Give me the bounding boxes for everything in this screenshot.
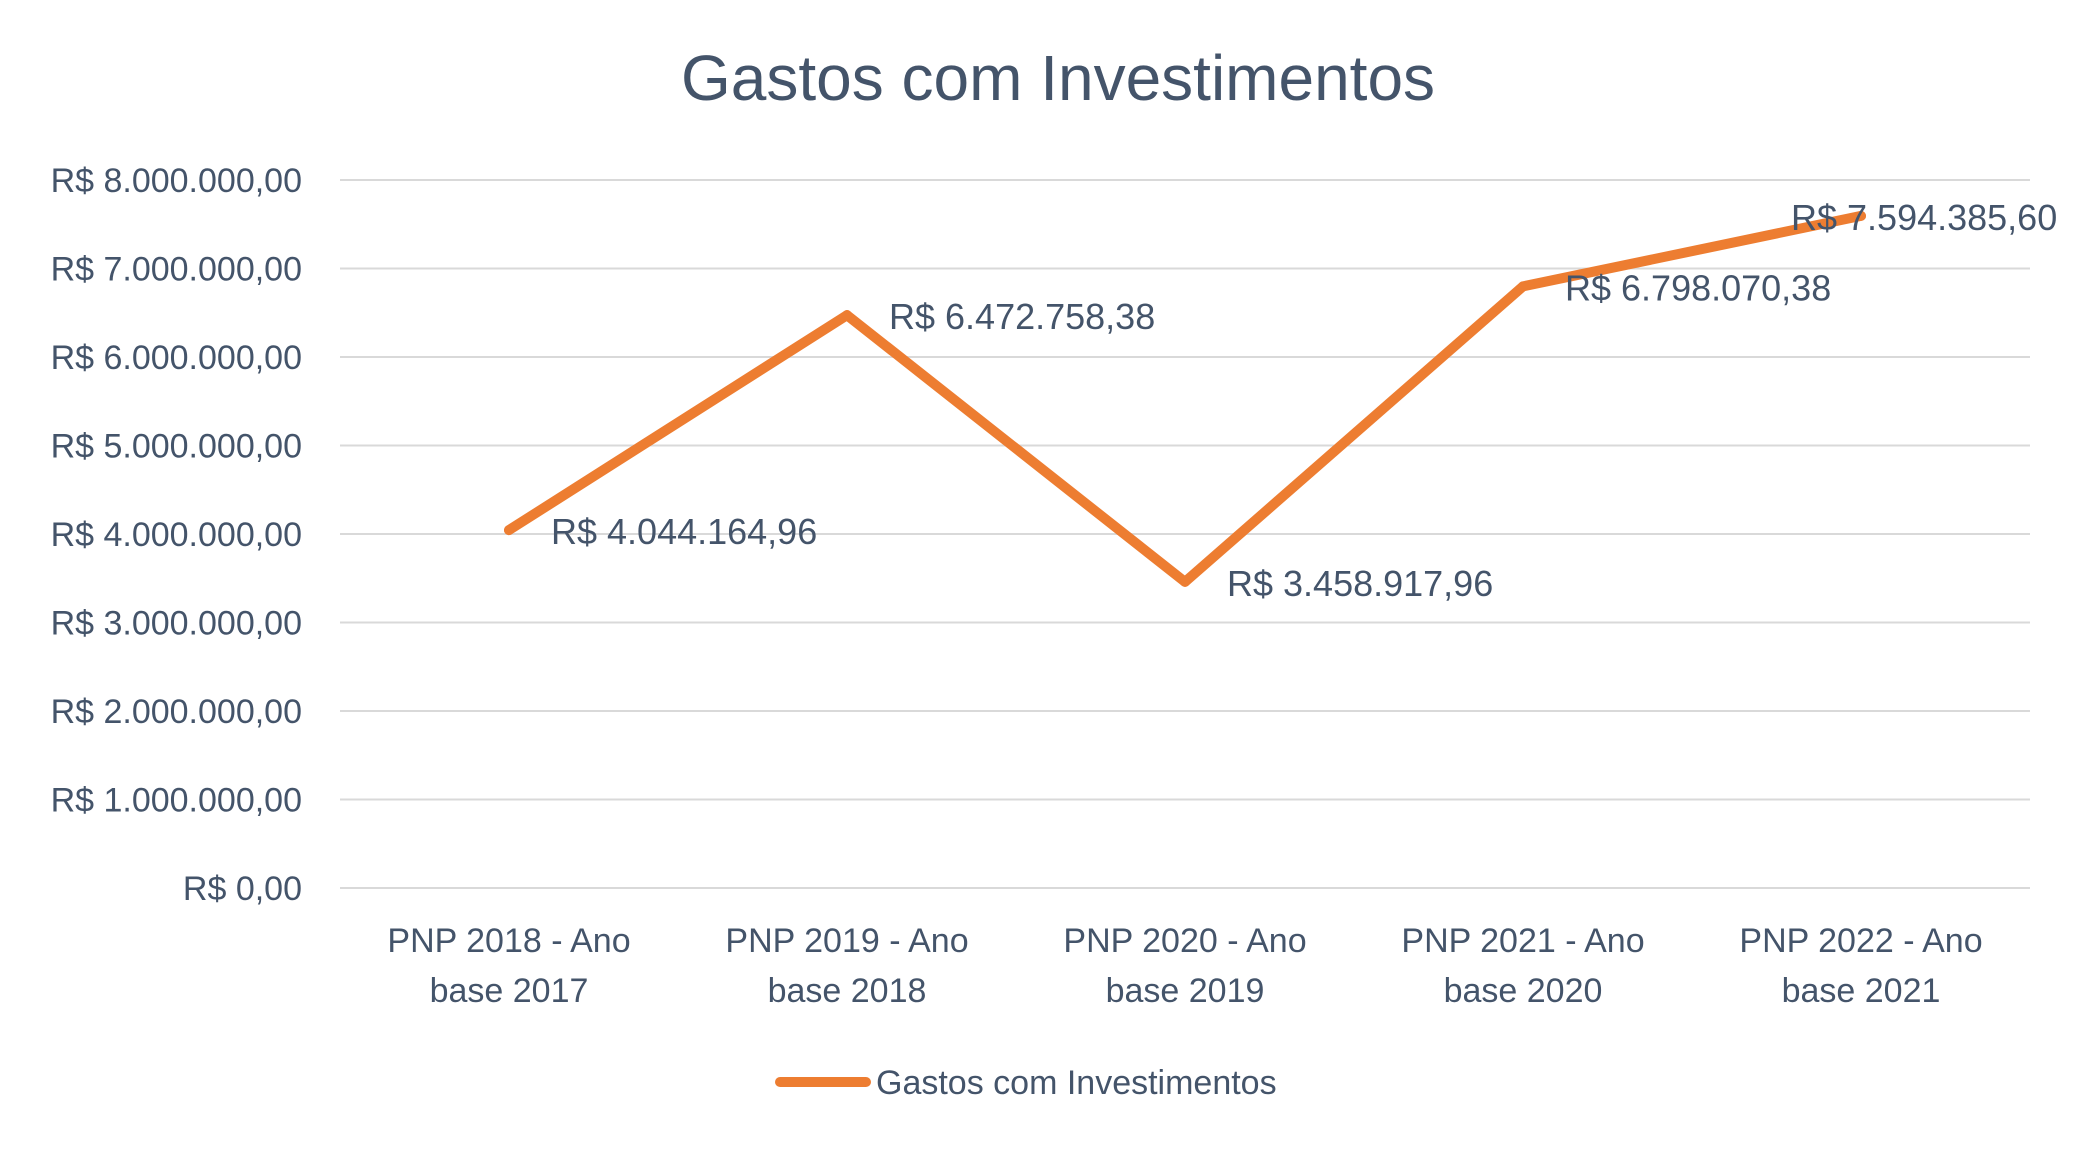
data-point xyxy=(1518,281,1528,292)
data-label: R$ 6.472.758,38 xyxy=(889,296,1155,337)
y-tick-label: R$ 4.000.000,00 xyxy=(51,516,302,554)
y-axis-tick-labels: R$ 0,00 R$ 1.000.000,00 R$ 2.000.000,00 R$ … xyxy=(51,162,302,908)
data-point xyxy=(1856,210,1866,221)
y-tick-label: R$ 6.000.000,00 xyxy=(51,339,302,377)
data-labels: R$ 4.044.164,96 R$ 6.472.758,38 R$ 3.458.9… xyxy=(551,197,2057,604)
y-tick-label: R$ 3.000.000,00 xyxy=(51,605,302,643)
x-tick-label-line: base 2017 xyxy=(430,972,589,1010)
x-tick-label-line: PNP 2021 - Ano xyxy=(1401,922,1644,960)
x-tick-label: PNP 2020 - Ano base 2019 xyxy=(1063,922,1306,1010)
y-tick-label: R$ 7.000.000,00 xyxy=(51,251,302,289)
x-tick-label-line: base 2020 xyxy=(1444,972,1603,1010)
y-tick-label: R$ 0,00 xyxy=(183,870,302,908)
x-tick-label: PNP 2019 - Ano base 2018 xyxy=(725,922,968,1010)
y-tick-label: R$ 1.000.000,00 xyxy=(51,782,302,820)
legend-label: Gastos com Investimentos xyxy=(876,1064,1277,1102)
chart-title: Gastos com Investimentos xyxy=(681,42,1435,114)
y-tick-label: R$ 5.000.000,00 xyxy=(51,428,302,466)
data-label: R$ 6.798.070,38 xyxy=(1565,267,1831,308)
x-tick-label-line: base 2021 xyxy=(1782,972,1941,1010)
legend: Gastos com Investimentos xyxy=(775,1064,1277,1102)
data-point xyxy=(842,310,852,321)
data-label: R$ 3.458.917,96 xyxy=(1227,563,1493,604)
x-tick-label-line: base 2019 xyxy=(1106,972,1265,1010)
series-lines xyxy=(504,210,1866,587)
x-tick-label-line: base 2018 xyxy=(768,972,927,1010)
x-tick-label: PNP 2021 - Ano base 2020 xyxy=(1401,922,1644,1010)
data-label: R$ 7.594.385,60 xyxy=(1791,197,2057,238)
y-tick-label: R$ 2.000.000,00 xyxy=(51,693,302,731)
data-point xyxy=(504,525,514,536)
y-tick-label: R$ 8.000.000,00 xyxy=(51,162,302,200)
x-tick-label: PNP 2022 - Ano base 2021 xyxy=(1739,922,1982,1010)
data-label: R$ 4.044.164,96 xyxy=(551,511,817,552)
x-tick-label-line: PNP 2020 - Ano xyxy=(1063,922,1306,960)
x-tick-label: PNP 2018 - Ano base 2017 xyxy=(387,922,630,1010)
x-tick-label-line: PNP 2018 - Ano xyxy=(387,922,630,960)
x-axis-tick-labels: PNP 2018 - Ano base 2017 PNP 2019 - Ano bas… xyxy=(387,922,1982,1010)
x-tick-label-line: PNP 2022 - Ano xyxy=(1739,922,1982,960)
x-tick-label-line: PNP 2019 - Ano xyxy=(725,922,968,960)
data-point xyxy=(1180,576,1190,587)
gridlines xyxy=(340,179,2030,889)
